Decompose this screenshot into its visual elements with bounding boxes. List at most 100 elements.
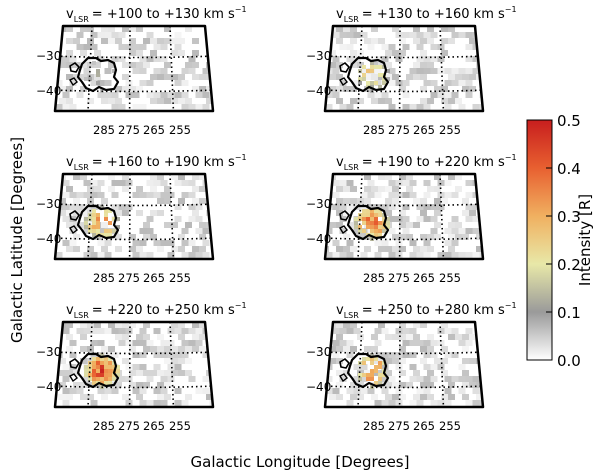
map-cell	[476, 174, 483, 180]
map-cell	[332, 240, 340, 246]
map-cell	[153, 192, 161, 198]
map-cell	[76, 204, 84, 210]
map-cell	[80, 222, 87, 228]
map-cell	[129, 38, 136, 44]
map-cell	[360, 388, 368, 394]
emission-cell	[108, 221, 112, 225]
map-cell	[472, 400, 480, 406]
map-cell	[55, 38, 59, 44]
map-cell	[392, 50, 399, 56]
emission-cell	[374, 221, 378, 225]
map-cell	[395, 204, 403, 210]
map-cell	[195, 328, 203, 334]
map-cell	[139, 340, 147, 346]
map-cell	[472, 376, 480, 382]
map-cell	[202, 68, 210, 74]
map-cell	[62, 364, 70, 370]
map-cell	[385, 210, 392, 216]
emission-cell	[116, 365, 120, 369]
map-cell	[423, 376, 431, 382]
emission-cell	[370, 85, 374, 89]
emission-cell	[370, 213, 374, 217]
map-cell	[336, 346, 343, 352]
map-cell	[73, 222, 80, 228]
map-cell	[374, 400, 382, 406]
map-cell	[115, 98, 122, 104]
map-cell	[420, 346, 427, 352]
map-cell	[157, 198, 164, 204]
map-cell	[188, 180, 196, 186]
map-cell	[83, 328, 91, 334]
map-cell	[90, 32, 98, 38]
map-cell	[339, 104, 347, 110]
map-cell	[353, 328, 361, 334]
map-cell	[195, 204, 203, 210]
map-cell	[444, 192, 452, 198]
map-cell	[430, 44, 438, 50]
emission-cell	[358, 225, 362, 229]
emission-cell	[112, 365, 116, 369]
map-cell	[80, 322, 87, 328]
map-cell	[195, 388, 203, 394]
map-cell	[55, 104, 63, 110]
map-cell	[402, 340, 410, 346]
map-cell	[167, 352, 175, 358]
map-cell	[437, 340, 445, 346]
map-cell	[458, 104, 466, 110]
map-cell	[476, 382, 483, 388]
emission-cell	[386, 221, 390, 225]
emission-cell	[362, 373, 366, 377]
map-cell	[202, 376, 210, 382]
map-cell	[409, 352, 417, 358]
map-cell	[115, 86, 122, 92]
map-cell	[83, 376, 91, 382]
emission-cell	[96, 377, 100, 381]
emission-cell	[378, 225, 382, 229]
map-cell	[409, 400, 417, 406]
panel-title-prefix: v	[66, 7, 74, 22]
map-cell	[325, 38, 329, 44]
map-cell	[371, 346, 378, 352]
emission-cell	[366, 213, 370, 217]
map-cell	[136, 382, 143, 388]
emission-cell	[378, 233, 382, 237]
map-cell	[199, 74, 206, 80]
map-cell	[332, 32, 340, 38]
map-cell	[143, 234, 150, 240]
map-cell	[469, 210, 476, 216]
map-cell	[171, 358, 178, 364]
map-cell	[206, 86, 213, 92]
map-cell	[174, 352, 182, 358]
emission-cell	[108, 61, 112, 65]
emission-cell	[96, 365, 100, 369]
y-tick-label: −30	[306, 345, 331, 359]
map-cell	[399, 358, 406, 364]
map-cell	[472, 252, 480, 258]
map-cell	[336, 322, 343, 328]
map-content	[55, 322, 213, 407]
map-cell	[423, 340, 431, 346]
map-cell	[122, 358, 129, 364]
map-cell	[213, 98, 220, 104]
map-cell	[97, 228, 105, 234]
emission-cell	[96, 221, 100, 225]
map-cell	[66, 246, 73, 252]
grid-parallel	[325, 55, 483, 59]
emission-cell	[108, 357, 112, 361]
map-cell	[55, 26, 59, 32]
map-cell	[427, 234, 434, 240]
map-cell	[343, 322, 350, 328]
map-cell	[80, 382, 87, 388]
map-cell	[346, 104, 354, 110]
map-cell	[329, 394, 336, 400]
map-cell	[385, 246, 392, 252]
map-cell	[336, 38, 343, 44]
map-cell	[132, 352, 140, 358]
map-cell	[160, 352, 168, 358]
map-cell	[374, 92, 382, 98]
map-cell	[59, 198, 66, 204]
map-cell	[483, 234, 490, 240]
map-cell	[406, 382, 413, 388]
emission-cell	[104, 381, 108, 385]
map-cell	[350, 346, 357, 352]
